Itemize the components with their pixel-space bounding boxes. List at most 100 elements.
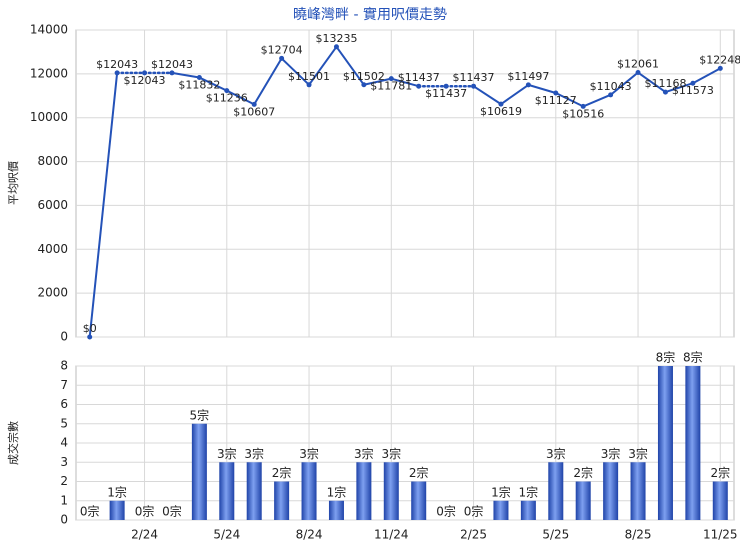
point (169, 70, 175, 76)
y-tick-label: 8000 (37, 154, 68, 168)
data-label: $11127 (535, 94, 577, 107)
bar (301, 462, 317, 520)
data-label: 8宗 (683, 350, 703, 365)
x-tick-label: 11/25 (703, 528, 738, 542)
line-segment (362, 77, 393, 86)
data-label: $12043 (151, 58, 193, 71)
bar (219, 462, 235, 520)
point (361, 82, 367, 88)
data-label: $13235 (315, 32, 357, 45)
point (662, 89, 668, 95)
point (224, 88, 230, 94)
data-label: $12248 (699, 53, 740, 66)
point (443, 83, 449, 89)
point (196, 75, 202, 81)
x-tick-label: 2/24 (131, 528, 158, 542)
data-label: 1宗 (327, 484, 347, 499)
y-tick-label: 5 (60, 416, 68, 430)
data-label: 3宗 (601, 446, 621, 461)
data-label: 1宗 (107, 484, 127, 499)
line-segment (335, 45, 365, 86)
data-label: 0宗 (135, 504, 155, 519)
point (580, 103, 586, 109)
x-tick-label: 2/25 (460, 528, 487, 542)
point (333, 44, 339, 50)
bar (575, 481, 591, 520)
data-label: $11497 (507, 70, 549, 83)
data-label: $11437 (453, 71, 495, 84)
bar (356, 462, 372, 520)
data-label: 3宗 (628, 446, 648, 461)
data-label: 1宗 (491, 484, 511, 499)
x-tick-label: 11/24 (374, 528, 409, 542)
bar (520, 500, 536, 520)
data-label: $10607 (233, 105, 275, 118)
chart-title: 曉峰灣畔 - 實用呎價走勢 (293, 6, 447, 23)
data-label: 0宗 (464, 504, 484, 519)
data-label: $11168 (644, 77, 686, 90)
data-label: 2宗 (409, 465, 429, 480)
data-label: $12043 (96, 58, 138, 71)
line-segment (691, 67, 722, 85)
data-label: $11437 (398, 71, 440, 84)
data-label: 3宗 (354, 446, 374, 461)
data-label: $11501 (288, 70, 330, 83)
y-tick-label: 0 (60, 513, 68, 527)
data-label: $11781 (370, 80, 412, 93)
y-tick-label: 4000 (37, 242, 68, 256)
y-tick-label: 3 (60, 455, 68, 469)
x-tick-label: 8/25 (625, 528, 652, 542)
point (498, 101, 504, 107)
point (416, 83, 422, 89)
point (251, 101, 257, 107)
data-label: 0宗 (162, 504, 182, 519)
line-segment (637, 71, 667, 94)
data-label: 1宗 (519, 484, 539, 499)
data-label: $12043 (124, 74, 166, 87)
y-tick-label: 14000 (30, 23, 68, 37)
x-tick-label: 5/24 (213, 528, 240, 542)
y-tick-label: 2000 (37, 286, 68, 300)
x-tick-label: 8/24 (296, 528, 323, 542)
y-tick-label: 1 (60, 493, 68, 507)
x-tick-label: 5/25 (542, 528, 569, 542)
data-label: $12061 (617, 58, 659, 71)
y-tick-label: 6 (60, 397, 68, 411)
bar (109, 500, 125, 520)
line-segment (88, 71, 119, 338)
data-label: $10516 (562, 107, 604, 120)
data-label: 0宗 (80, 504, 100, 519)
y-tick-label: 6000 (37, 198, 68, 212)
data-label: 2宗 (573, 465, 593, 480)
line-segment (609, 71, 640, 96)
data-label: 2宗 (272, 465, 292, 480)
y-tick-label: 2 (60, 474, 68, 488)
y-tick-label: 10000 (30, 110, 68, 124)
point (114, 70, 120, 76)
data-label: $11437 (425, 87, 467, 100)
point (608, 92, 614, 98)
bar (383, 462, 399, 520)
line-segment (582, 93, 612, 108)
line-segment (280, 57, 311, 86)
bar (411, 481, 427, 520)
y-tick-label: 7 (60, 378, 68, 392)
line-segment (253, 57, 283, 106)
line-segment (198, 76, 228, 92)
bar (685, 366, 701, 520)
data-label: 3宗 (217, 446, 237, 461)
y-axis-label: 成交宗數 (6, 421, 20, 465)
data-label: $11043 (590, 80, 632, 93)
y-axis-label: 平均呎價 (6, 161, 20, 205)
bar (712, 481, 728, 520)
data-label: $10619 (480, 105, 522, 118)
data-label: 3宗 (546, 446, 566, 461)
data-label: $11236 (206, 92, 248, 105)
point (717, 65, 723, 71)
bar (630, 462, 646, 520)
data-label: 0宗 (436, 504, 456, 519)
bar (657, 366, 673, 520)
line-segment (664, 82, 694, 94)
bar (274, 481, 290, 520)
